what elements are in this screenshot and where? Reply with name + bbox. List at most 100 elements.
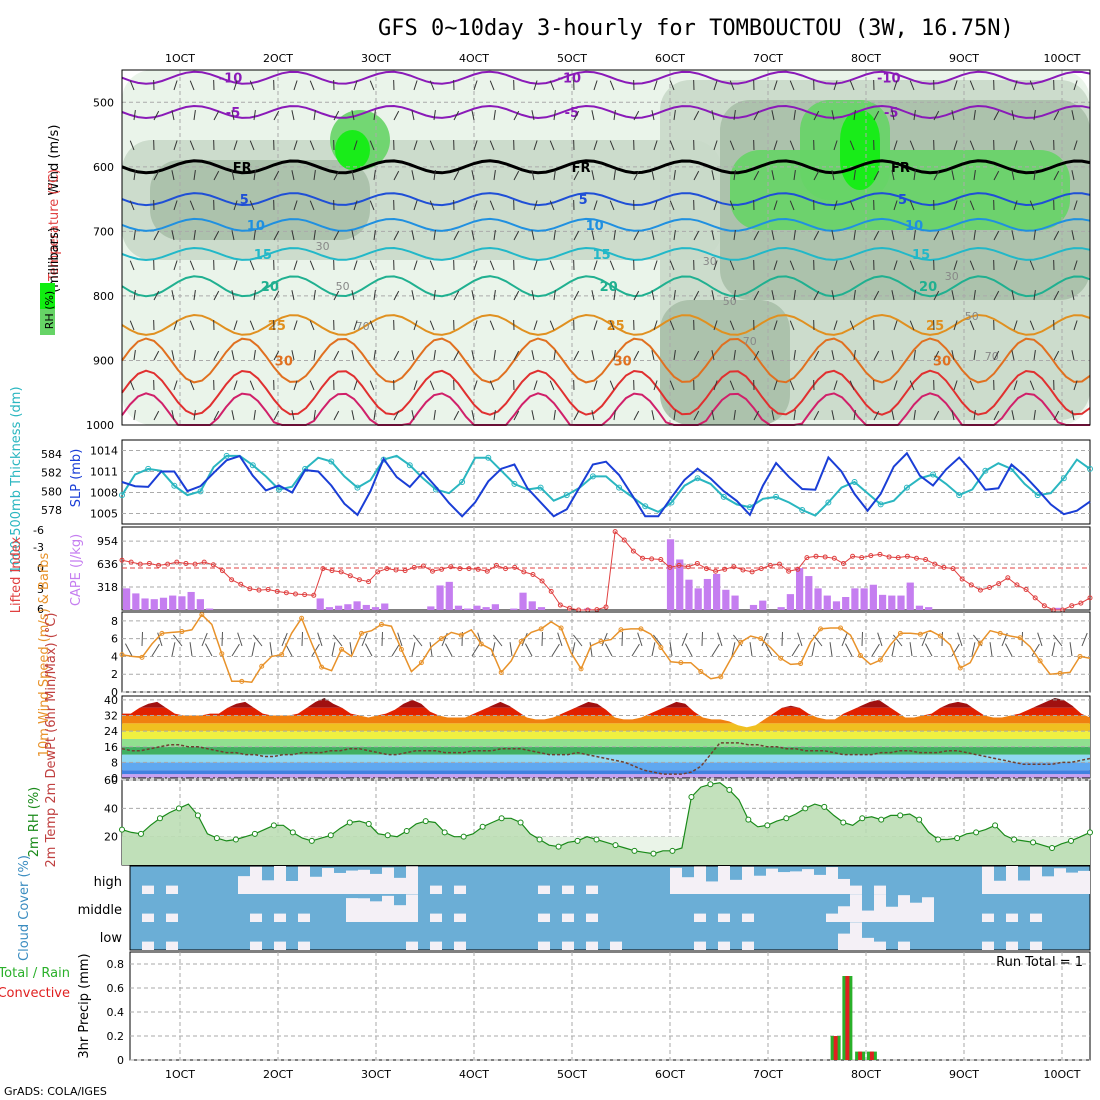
cloud-cell [358,898,370,922]
rh-shading [122,70,1090,425]
rh-point [878,816,885,823]
wind-barb [273,110,280,121]
wind-barb [793,110,796,121]
lifted-index-point [503,566,509,572]
wind-barb [711,350,715,361]
contour-label: 20 [261,280,279,295]
ylabel-units: (millibars) [47,227,62,293]
surface-wind-barb [151,643,160,657]
cape-bar [187,591,195,610]
wind-barb [353,260,358,271]
surface-wind-barb [909,642,913,657]
wind-barb [393,230,400,241]
wind-barb [533,200,538,211]
wind-barb [873,170,880,181]
wind-barb [973,290,976,301]
top-day-label: 6OCT [655,52,685,65]
surface-wind-barb [921,632,928,647]
wind-barb [1071,290,1075,301]
wind-speed-point [838,625,844,631]
thickness-tick-label: 580 [41,485,62,498]
wind-barb [1029,80,1035,91]
wind-barb [893,320,898,331]
wind-barb [813,170,820,181]
wind-barb [513,170,520,181]
wind-barb [1053,410,1060,421]
cloud-cell [766,868,778,894]
wind-barb [831,230,835,241]
cloud-cell [850,894,862,922]
cloud-cell [862,937,874,950]
wind-barb [453,350,460,361]
wind-barb [849,260,855,271]
wind-barb [1033,290,1036,301]
surface-wind-barb [201,632,208,647]
cape-bar [777,607,785,610]
cape-bar [666,539,675,610]
wind-barb [433,290,436,301]
temp-band [122,715,1090,724]
cape-bar [205,608,214,610]
slp-tick-label: 1014 [90,445,118,458]
surface-wind-barb [391,643,400,657]
lifted-index-point [658,557,664,563]
wind-barb [729,380,735,391]
contour-label: 15 [593,248,611,263]
wind-barb [373,170,376,181]
surface-wind-barb [331,642,336,657]
wind-barb [173,200,178,211]
wind-barb [453,410,460,421]
wind-barb [433,350,436,361]
wind-barb [591,410,595,421]
cloud-cell [538,885,550,894]
cape-bar [694,588,702,610]
wind-barb [613,350,616,361]
wind-barb [1013,320,1018,331]
surface-wind-barb [951,643,960,657]
lifted-index-point [722,566,728,572]
wind-barb [771,410,775,421]
pressure-tick-label: 700 [93,225,114,238]
wind-barb [891,110,895,121]
thickness-line-point [275,486,282,493]
cloud-cell [874,885,886,894]
precip-legend-total: Total / Rain [0,966,70,981]
wind-barb [789,80,795,91]
rh-point [897,812,904,819]
wind-barb [273,170,280,181]
wind-barb [553,290,556,301]
wind-barb [831,410,835,421]
cloud-row-label: high [94,875,122,890]
wind-barb [873,230,880,241]
wind-barb [853,410,856,421]
surface-wind-barb [444,643,453,657]
wind-barb [173,140,178,151]
rh-point [631,847,638,854]
wind-barb [651,110,655,121]
wind-barb [489,320,495,331]
lifted-index-point [146,560,152,566]
rh-point [308,837,315,844]
wind-barb [373,290,376,301]
wind-barb [893,200,898,211]
rh-contour-label: 70 [985,350,999,363]
wind-barb [853,290,856,301]
surface-wind-barb [521,632,528,647]
surface-wind-barb [252,634,263,647]
wind-barb [213,410,220,421]
wind-barb [273,410,280,421]
wind-barb [1073,380,1078,391]
pressure-tick-label: 600 [93,161,114,174]
cape-bar [316,598,324,610]
cloud-cell [538,941,550,950]
wind-barb [609,380,615,391]
wind-barbs [124,631,1088,657]
wind-barb [813,290,820,301]
lifted-index-point [767,562,773,568]
wind-speed-point [977,640,983,646]
lifted-index-point [786,568,792,574]
lifted-index-point [1087,595,1093,601]
wind-speed-point [758,636,764,642]
cloud-cell [346,870,358,894]
lifted-index-point [356,577,362,583]
